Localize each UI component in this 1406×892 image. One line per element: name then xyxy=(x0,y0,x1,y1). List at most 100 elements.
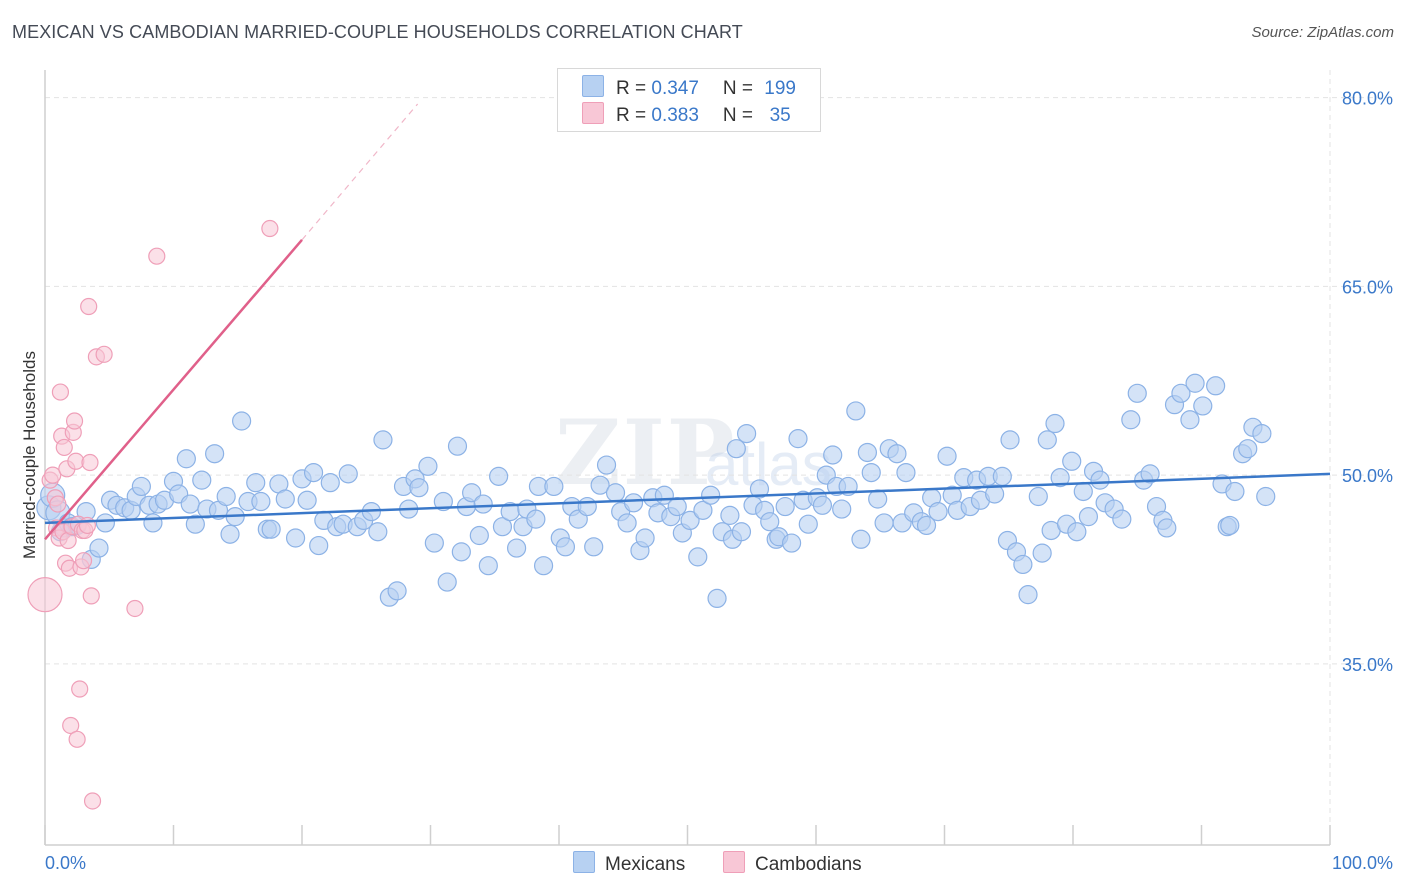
mexican-point xyxy=(1171,383,1191,403)
mexican-point xyxy=(617,513,637,533)
mexican-point xyxy=(418,456,438,476)
mexican-point xyxy=(1013,554,1033,575)
y-tick-label: 50.0% xyxy=(1342,466,1393,486)
mexican-point xyxy=(749,479,770,499)
mexican-point xyxy=(251,491,271,512)
mexican-point xyxy=(605,483,626,503)
mexican-point xyxy=(861,462,881,483)
mexican-point xyxy=(261,519,281,539)
mexican-point xyxy=(246,473,266,493)
mexican-point xyxy=(832,499,852,519)
mexican-point xyxy=(387,581,407,601)
mexican-point xyxy=(473,494,493,514)
mexican-point xyxy=(1037,430,1057,450)
mexican-point xyxy=(1018,585,1038,605)
mexican-point xyxy=(409,478,429,498)
x-tick-label: 0.0% xyxy=(45,853,86,873)
mexican-point xyxy=(688,547,708,567)
cambodian-point xyxy=(148,247,166,265)
mexican-point xyxy=(812,495,833,515)
mexican-point xyxy=(1050,468,1070,488)
mexican-point xyxy=(447,436,468,456)
source-label: Source: ZipAtlas.com xyxy=(1251,24,1394,41)
cambodian-point xyxy=(44,466,62,484)
mexican-point xyxy=(985,484,1005,504)
mexican-point xyxy=(555,537,576,557)
cambodian-point xyxy=(261,219,279,238)
mexican-point xyxy=(1252,423,1272,444)
mexican-point xyxy=(1157,518,1177,538)
cambodian-point xyxy=(65,412,84,430)
mexican-point xyxy=(1032,543,1052,563)
correlation-legend: R = 0.347 N = 199 R = 0.383 N = 35 xyxy=(557,68,821,132)
cambodian-point xyxy=(82,587,100,605)
mexican-point xyxy=(1090,470,1110,490)
mexican-point xyxy=(1121,410,1141,430)
mexican-point xyxy=(192,470,212,490)
mexican-point xyxy=(693,500,713,520)
mexican-point xyxy=(781,533,802,553)
cambodian-point xyxy=(80,297,98,316)
cambodian-point xyxy=(126,599,144,618)
cambodian-point xyxy=(71,680,89,698)
bottom-legend-mexicans-label: Mexicans xyxy=(605,854,686,875)
mexican-point xyxy=(992,466,1012,486)
mexican-point xyxy=(275,489,295,509)
chart-title: MEXICAN VS CAMBODIAN MARRIED-COUPLE HOUS… xyxy=(12,22,743,42)
mexican-point xyxy=(320,473,340,493)
mexican-point xyxy=(846,401,866,421)
mexican-point xyxy=(928,501,948,522)
cambodians-swatch xyxy=(582,102,604,124)
y-tick-label: 35.0% xyxy=(1342,655,1393,675)
mexican-point xyxy=(373,430,393,450)
mexican-point xyxy=(489,466,509,486)
mexican-point xyxy=(1193,396,1213,416)
mexican-point xyxy=(731,522,752,542)
mexican-point xyxy=(1062,451,1082,471)
mexican-point xyxy=(596,455,617,475)
mexican-point xyxy=(874,513,894,533)
mexican-point xyxy=(937,446,957,466)
cambodian-point xyxy=(95,345,113,363)
mexican-point xyxy=(680,510,700,531)
mexicans-legend-swatch xyxy=(573,851,595,873)
legend-r-value: 0.347 xyxy=(651,78,699,99)
mexican-point xyxy=(297,490,317,510)
x-tick-label: 100.0% xyxy=(1332,853,1393,873)
mexican-point xyxy=(857,442,878,463)
mexican-point xyxy=(1067,522,1087,542)
mexican-point xyxy=(176,449,196,469)
mexican-point xyxy=(760,512,780,532)
mexican-point xyxy=(492,517,513,537)
mexican-point xyxy=(1000,430,1020,450)
mexican-point xyxy=(185,514,205,534)
cambodian-point xyxy=(68,730,86,748)
mexican-point xyxy=(1127,383,1147,403)
bottom-legend-cambodians[interactable]: Cambodians xyxy=(723,851,862,876)
cambodian-point xyxy=(67,452,85,470)
mexican-point xyxy=(1073,481,1093,502)
mexican-point xyxy=(462,483,482,503)
cambodian-point xyxy=(27,577,63,613)
mexican-point xyxy=(1220,515,1240,536)
axes xyxy=(44,70,1331,846)
mexicans-swatch xyxy=(582,75,604,97)
mexican-point xyxy=(1206,376,1226,396)
legend-n-label: N = xyxy=(722,78,759,99)
mexican-point xyxy=(635,528,655,548)
mexican-point xyxy=(424,533,444,553)
bottom-legend-mexicans[interactable]: Mexicans xyxy=(573,851,685,876)
mexican-point xyxy=(285,528,306,548)
cambodian-point xyxy=(62,716,80,735)
mexican-point xyxy=(89,538,109,558)
y-tick-label: 80.0% xyxy=(1342,89,1393,109)
mexican-point xyxy=(469,525,489,546)
mexicans-trend-line xyxy=(44,472,1331,525)
mexican-point xyxy=(868,489,888,509)
mexican-point xyxy=(775,496,795,517)
mexican-point xyxy=(131,476,151,497)
mexican-point xyxy=(433,491,453,512)
mexican-point xyxy=(216,486,236,507)
legend-r-label: R = xyxy=(616,78,652,99)
